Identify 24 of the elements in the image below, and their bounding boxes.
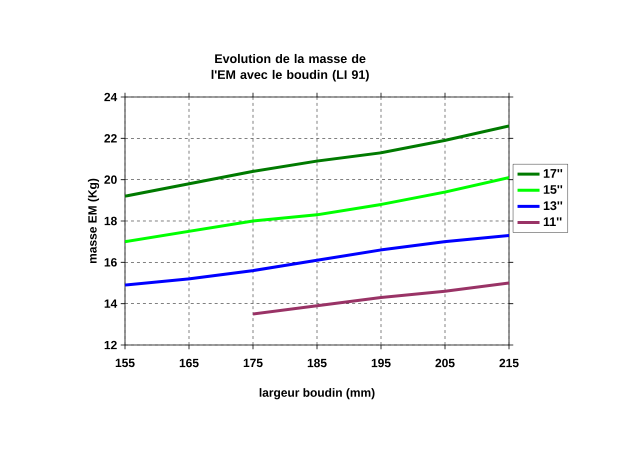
line-series bbox=[252, 282, 510, 316]
legend-label: 17'' bbox=[544, 169, 562, 178]
legend-label: 15'' bbox=[544, 185, 562, 194]
legend-label: 13'' bbox=[544, 201, 562, 210]
x-tick-label: 195 bbox=[372, 358, 391, 368]
x-tick-label: 215 bbox=[499, 358, 519, 368]
y-tick-label: 20 bbox=[104, 175, 117, 184]
x-tick-label: 155 bbox=[116, 358, 135, 368]
x-tick-label: 165 bbox=[180, 358, 199, 368]
x-tick-label: 205 bbox=[435, 358, 455, 368]
x-tick-label: 185 bbox=[308, 358, 327, 368]
y-tick-label: 12 bbox=[104, 340, 117, 350]
y-axis-title: masse EM (Kg) bbox=[88, 178, 100, 264]
y-tick-label: 14 bbox=[104, 300, 118, 308]
line-series bbox=[125, 176, 510, 244]
line-series bbox=[125, 234, 510, 287]
x-axis-title: largeur boudin (mm) bbox=[260, 388, 375, 400]
y-tick-label: 22 bbox=[104, 134, 117, 143]
chart-title: Evolution de la masse de l'EM avec le boudin (LI 91) bbox=[212, 54, 369, 82]
y-tick-label: 24 bbox=[104, 92, 118, 102]
y-tick-label: 18 bbox=[104, 216, 117, 226]
y-tick-label: 16 bbox=[104, 258, 117, 267]
legend-label: 11'' bbox=[544, 217, 562, 226]
x-tick-label: 175 bbox=[244, 358, 263, 368]
